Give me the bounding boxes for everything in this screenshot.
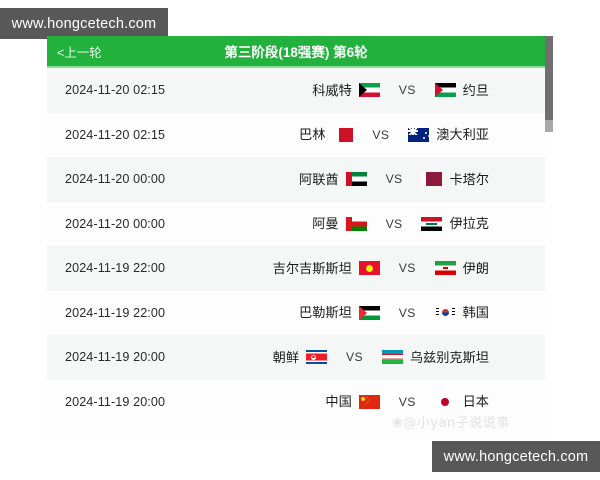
home-team-name: 吉尔吉斯斯坦 — [272, 260, 352, 276]
match-row[interactable]: 2024-11-19 22:00 巴勒斯坦 VS 韩国 — [47, 290, 545, 335]
away-team[interactable]: 澳大利亚 — [401, 127, 489, 143]
away-team[interactable]: 日本 — [428, 395, 489, 409]
flag-iraq-icon — [421, 216, 443, 231]
away-team-name: 澳大利亚 — [436, 127, 489, 143]
home-team-name: 朝鲜 — [272, 349, 300, 365]
home-team-name: 巴勒斯坦 — [299, 305, 352, 321]
home-team[interactable]: 朝鲜 — [272, 349, 334, 365]
panel-header: <上一轮 第三阶段(18强赛) 第6轮 — [47, 36, 553, 68]
away-team[interactable]: 伊朗 — [428, 260, 489, 276]
away-team-name: 日本 — [462, 394, 489, 410]
match-time: 2024-11-20 00:00 — [65, 172, 166, 187]
scrollbar-thumb[interactable] — [545, 36, 553, 120]
match-time: 2024-11-20 02:15 — [65, 83, 166, 98]
match-teams: 巴勒斯坦 VS 韩国 — [165, 305, 531, 321]
match-row[interactable]: 2024-11-20 02:15 科威特 VS 约旦 — [47, 68, 545, 113]
vs-label: VS — [398, 261, 416, 276]
match-time: 2024-11-19 20:00 — [65, 350, 166, 365]
flag-qatar-icon — [421, 172, 443, 187]
match-teams: 吉尔吉斯斯坦 VS 伊朗 — [165, 260, 531, 276]
top-watermark-label: www.hongcetech.com — [11, 15, 157, 32]
flag-australia-icon — [408, 127, 430, 142]
home-team-name: 中国 — [325, 394, 352, 410]
page-title: 第三阶段(18强赛) 第6轮 — [224, 45, 368, 60]
match-row[interactable]: 2024-11-20 02:15 巴林 VS 澳大利亚 — [47, 112, 545, 157]
flag-bahrain-icon — [332, 127, 354, 142]
match-row[interactable]: 2024-11-19 20:00 朝鲜 VS 乌兹别克斯坦 — [47, 335, 545, 380]
home-team[interactable]: 阿联酋 — [299, 171, 374, 187]
bottom-watermark-label: www.hongcetech.com — [443, 448, 589, 465]
flag-iran-icon — [434, 261, 456, 276]
vs-label: VS — [398, 305, 416, 320]
flag-korea-icon — [434, 305, 456, 320]
match-row[interactable]: 2024-11-20 00:00 阿曼 VS 伊拉克 — [47, 201, 545, 246]
author-watermark: ❀@小yan子说说事 — [392, 416, 510, 431]
home-team[interactable]: 阿曼 — [312, 216, 373, 232]
top-watermark-plate: www.hongcetech.com — [0, 8, 168, 39]
match-teams: 阿曼 VS 伊拉克 — [165, 216, 531, 232]
vs-label: VS — [385, 216, 403, 231]
match-list: 2024-11-20 02:15 科威特 VS 约旦 2024-11-20 02:15 巴… — [47, 68, 545, 437]
match-time: 2024-11-19 22:00 — [65, 261, 166, 276]
away-team[interactable]: 乌兹别克斯坦 — [375, 349, 489, 365]
match-time: 2024-11-20 02:15 — [65, 127, 166, 142]
match-time: 2024-11-19 22:00 — [65, 305, 166, 320]
vs-label: VS — [398, 394, 416, 409]
match-row[interactable]: 2024-11-20 00:00 阿联酋 VS 卡塔尔 — [47, 157, 545, 202]
flag-uae-icon — [345, 172, 367, 187]
away-team[interactable]: 卡塔尔 — [414, 171, 489, 187]
previous-round-label: <上一轮 — [57, 45, 102, 60]
home-team-name: 阿曼 — [312, 216, 339, 232]
vertical-scrollbar[interactable] — [545, 36, 553, 437]
match-time: 2024-11-20 00:00 — [65, 216, 166, 231]
vs-label: VS — [398, 83, 416, 98]
match-teams: 阿联酋 VS 卡塔尔 — [165, 171, 531, 187]
vs-label: VS — [346, 350, 363, 365]
away-team[interactable]: 伊拉克 — [414, 216, 489, 232]
home-team[interactable]: 中国 — [325, 394, 386, 410]
flag-kyrgyzstan-icon — [358, 261, 380, 276]
home-team[interactable]: 吉尔吉斯斯坦 — [272, 260, 387, 276]
match-row[interactable]: 2024-11-19 20:00 中国 VS 日本 — [47, 379, 545, 424]
flag-uzbekistan-icon — [381, 350, 403, 365]
away-team-name: 乌兹别克斯坦 — [409, 349, 489, 365]
away-team-name: 伊拉克 — [449, 216, 489, 232]
match-teams: 科威特 VS 约旦 — [165, 82, 531, 98]
home-team-name: 阿联酋 — [299, 171, 339, 187]
match-teams: 朝鲜 VS 乌兹别克斯坦 — [165, 349, 531, 365]
home-team[interactable]: 巴林 — [299, 127, 360, 143]
away-team-name: 约旦 — [462, 82, 489, 98]
away-team[interactable]: 韩国 — [428, 305, 489, 321]
match-time: 2024-11-19 20:00 — [65, 394, 166, 409]
home-team[interactable]: 巴勒斯坦 — [299, 305, 387, 321]
away-team[interactable]: 约旦 — [428, 82, 489, 98]
previous-round-button[interactable]: <上一轮 — [57, 36, 102, 66]
flag-china-icon — [358, 394, 380, 409]
flag-jordan-icon — [434, 83, 456, 98]
match-teams: 巴林 VS 澳大利亚 — [165, 127, 531, 143]
flag-northkorea-icon — [306, 350, 328, 365]
home-team-name: 科威特 — [312, 82, 352, 98]
flag-japan-icon — [435, 395, 456, 409]
match-row[interactable]: 2024-11-19 22:00 吉尔吉斯斯坦 VS 伊朗 — [47, 246, 545, 291]
vs-label: VS — [385, 172, 403, 187]
flag-palestine-icon — [358, 305, 380, 320]
match-teams: 中国 VS 日本 — [165, 394, 531, 410]
vs-label: VS — [372, 127, 390, 142]
flag-kuwait-icon — [358, 83, 380, 98]
bottom-watermark-plate: www.hongcetech.com — [432, 441, 600, 472]
away-team-name: 卡塔尔 — [449, 171, 489, 187]
header-underline — [47, 66, 545, 68]
away-team-name: 韩国 — [462, 305, 489, 321]
flag-oman-icon — [345, 216, 367, 231]
home-team-name: 巴林 — [299, 127, 326, 143]
match-schedule-panel: <上一轮 第三阶段(18强赛) 第6轮 2024-11-20 02:15 科威特 V… — [47, 36, 553, 437]
scrollbar-thumb-tail[interactable] — [545, 120, 553, 132]
away-team-name: 伊朗 — [462, 260, 489, 276]
home-team[interactable]: 科威特 — [312, 82, 387, 98]
